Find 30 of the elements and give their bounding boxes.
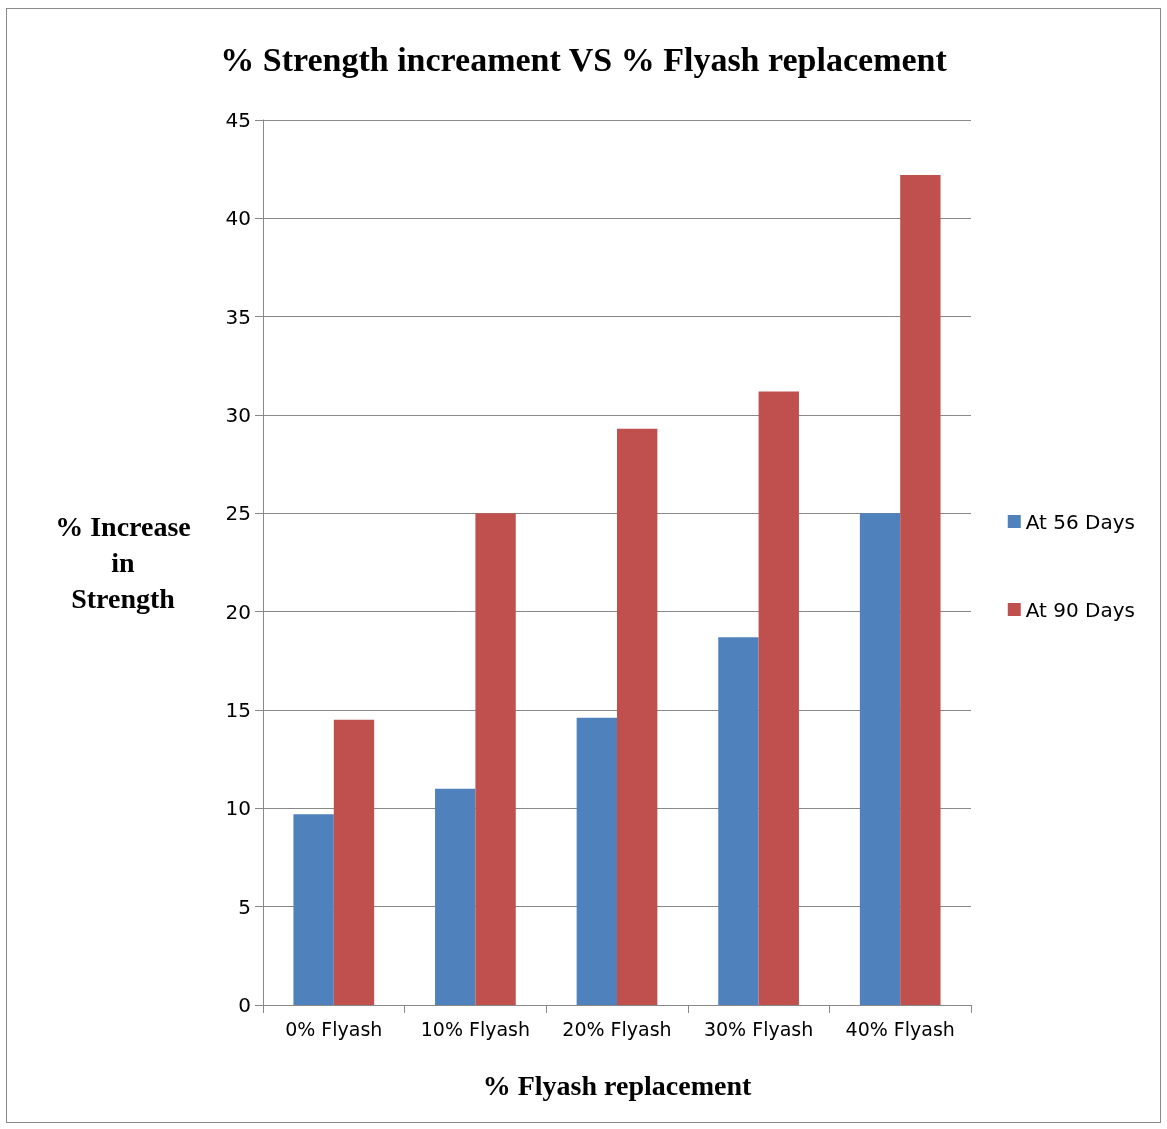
bar: [333, 719, 375, 1005]
y-tick-label: 5: [238, 894, 251, 919]
y-tick-label: 0: [238, 993, 251, 1017]
bar: [435, 788, 476, 1005]
x-tick-label: 20% Flyash: [562, 1017, 672, 1040]
bar: [758, 391, 799, 1005]
y-tick-label: 40: [225, 206, 251, 231]
legend-label: At 56 Days: [1025, 509, 1135, 534]
x-tick-label: 0% Flyash: [285, 1017, 383, 1040]
bar: [718, 637, 759, 1005]
y-tick-label: 35: [225, 304, 251, 329]
bar: [475, 513, 516, 1005]
x-tick-label: 30% Flyash: [703, 1017, 814, 1040]
bar: [617, 428, 658, 1005]
y-tick-label: 30: [225, 403, 251, 427]
legend-label: At 90 Days: [1025, 597, 1135, 622]
y-tick-label: 45: [225, 108, 251, 132]
y-tick-label: 10: [225, 796, 251, 821]
y-tick-label: 20: [225, 599, 251, 624]
y-tick-label: 15: [225, 698, 251, 722]
bar: [293, 814, 334, 1005]
x-tick-label: 40% Flyash: [845, 1017, 955, 1040]
bar: [859, 513, 901, 1005]
chart-title: % Strength increament VS % Flyash replacement: [220, 40, 948, 78]
x-tick-label: 10% Flyash: [420, 1017, 531, 1040]
bar: [576, 717, 617, 1005]
y-tick-label: 25: [225, 501, 251, 526]
x-axis-title: % Flyash replacement: [482, 1069, 752, 1101]
bar: [900, 175, 941, 1005]
y-axis-title: % Increase in Strength: [55, 511, 191, 614]
